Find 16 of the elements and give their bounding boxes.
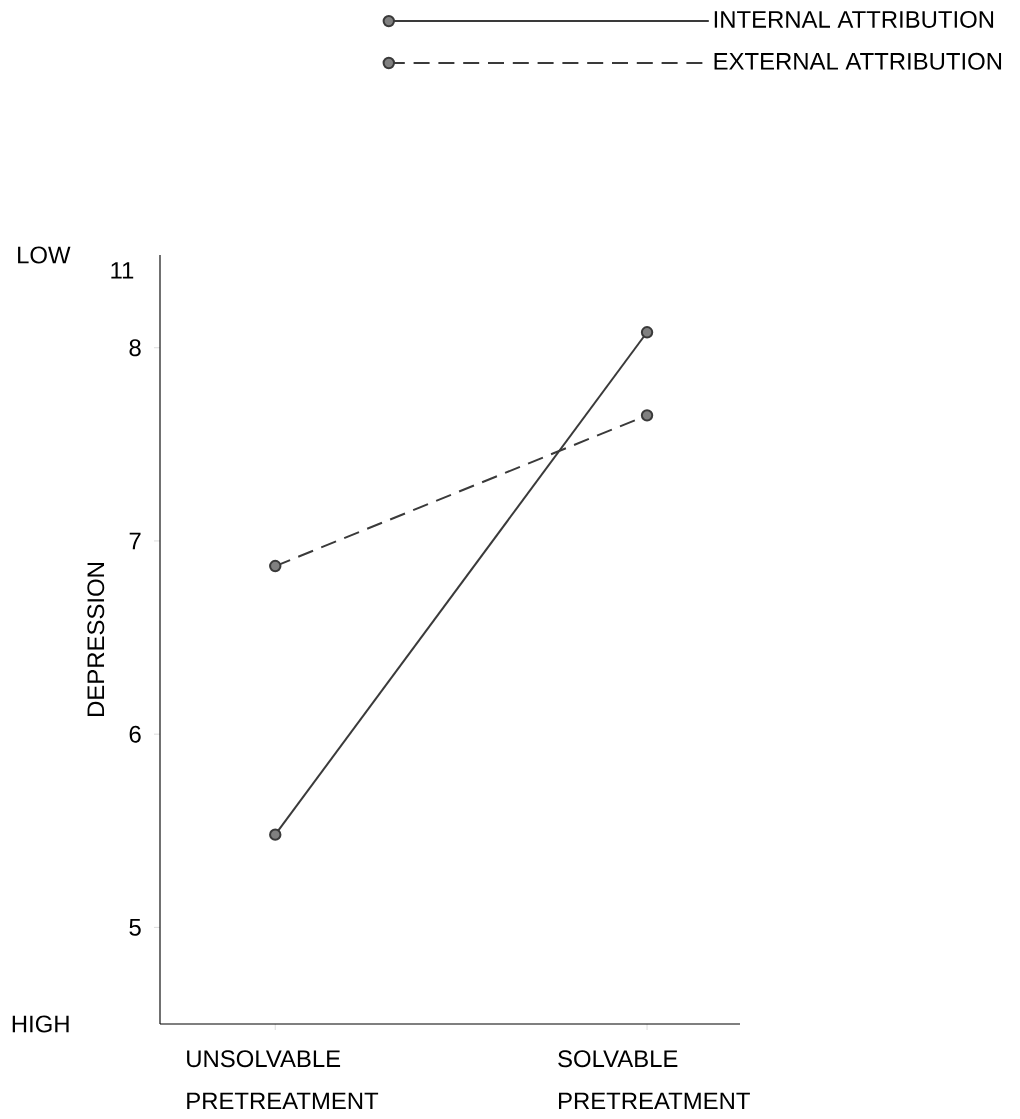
x-tick-label: UNSOLVABLE PRETREATMENT: [187, 1050, 379, 1110]
point: [269, 828, 282, 841]
y-axis-title: DEPRESSION: [87, 563, 105, 716]
text: INTERNAL ATTRIBUTION: [714, 10, 994, 28]
text: HIGH: [12, 1015, 69, 1033]
y-tick-label: 8: [129, 339, 141, 357]
y-tick-label: 5: [129, 919, 141, 936]
y-tick-label: 7: [129, 532, 141, 550]
text: 11: [111, 262, 134, 279]
y-tick-label: 6: [129, 725, 141, 743]
text: EXTERNAL ATTRIBUTION: [714, 52, 1002, 70]
x-tick-label: SOLVABLE PRETREATMENT: [558, 1050, 750, 1110]
point: [640, 326, 654, 339]
point: [640, 409, 654, 422]
point: [269, 559, 282, 573]
text: LOW: [18, 246, 71, 264]
